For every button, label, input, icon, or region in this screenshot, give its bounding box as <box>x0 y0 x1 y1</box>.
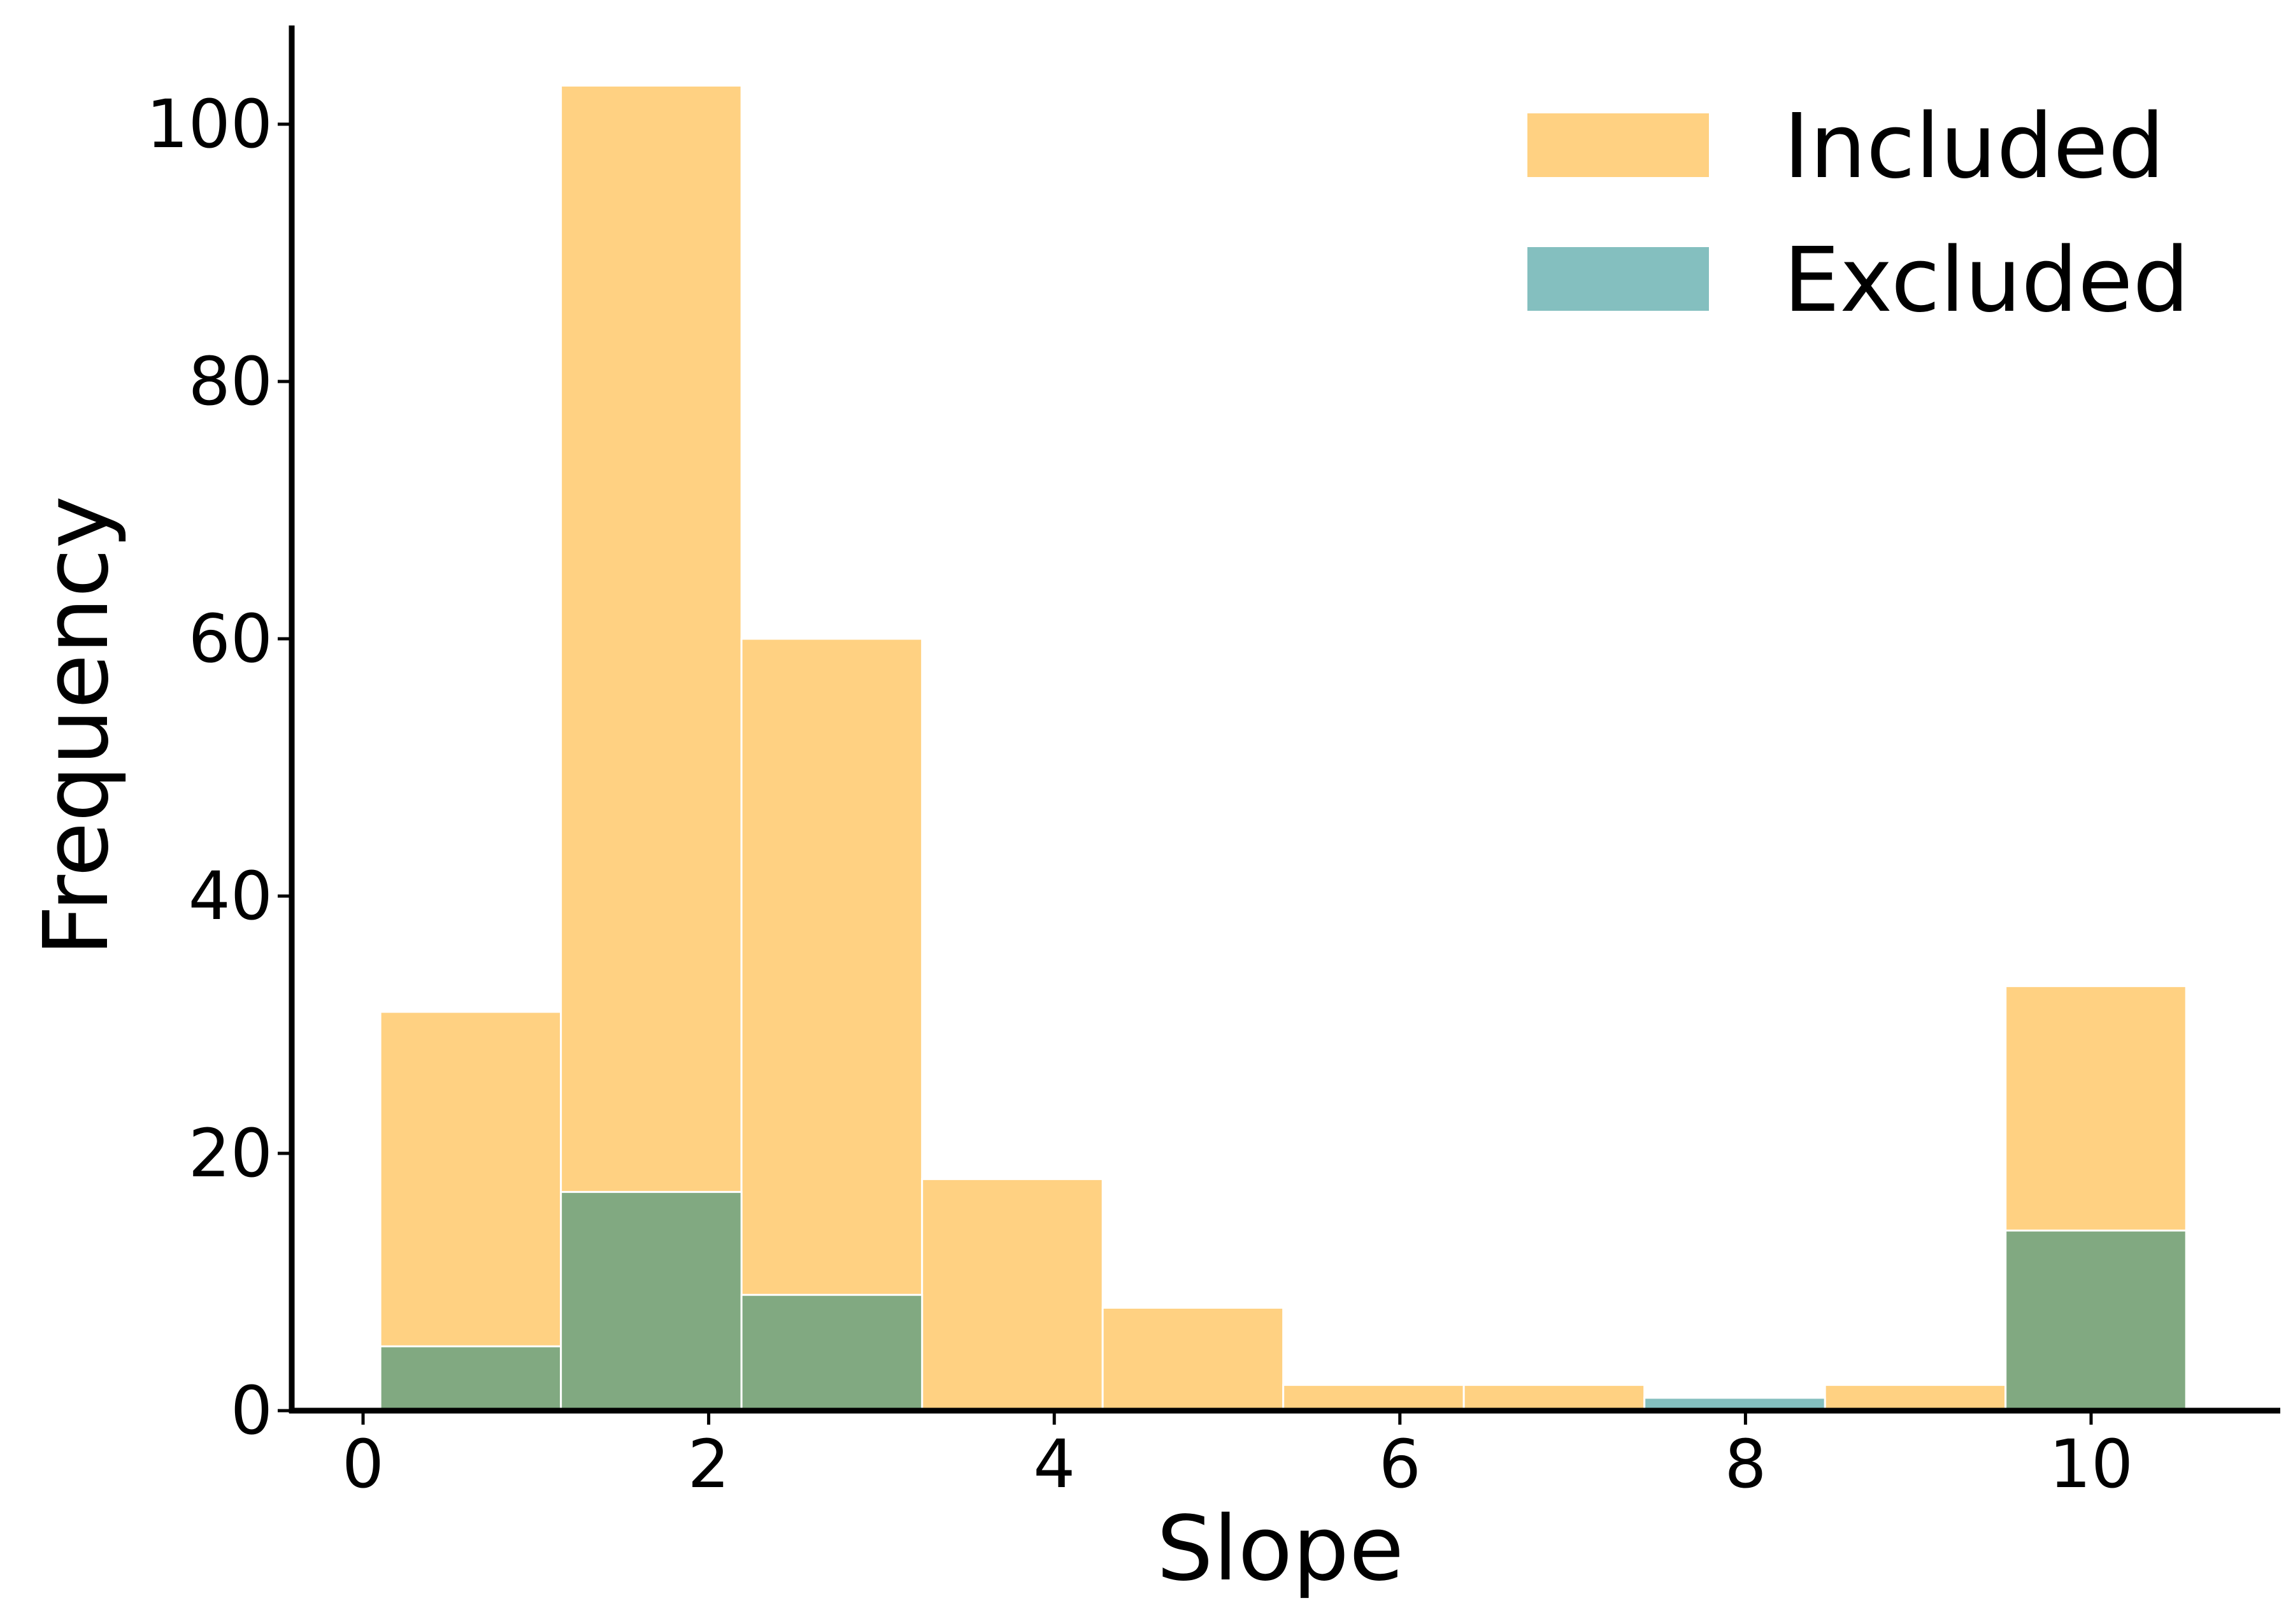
bar-included <box>1101 1306 1285 1412</box>
bar-included <box>379 1011 562 1412</box>
bar-included <box>921 1178 1104 1412</box>
bar-excluded <box>740 1293 924 1412</box>
y-tick-label: 100 <box>146 85 273 163</box>
x-tick-label: 0 <box>342 1425 384 1503</box>
y-axis-label: Frequency <box>25 495 129 956</box>
x-tick-label: 6 <box>1379 1425 1421 1503</box>
x-tick-label: 4 <box>1033 1425 1075 1503</box>
bar-included <box>1824 1384 2007 1412</box>
y-tick-label: 40 <box>189 857 273 935</box>
bar-excluded <box>2004 1229 2187 1412</box>
legend-swatch <box>1527 113 1709 177</box>
legend-swatch <box>1527 247 1709 311</box>
bar-excluded <box>560 1191 743 1412</box>
x-axis-label: Slope <box>1157 1497 1404 1601</box>
legend: Included Excluded <box>1527 95 2189 332</box>
legend-label: Included <box>1783 95 2165 199</box>
x-tick-label: 8 <box>1724 1425 1766 1503</box>
bar-included <box>740 637 924 1412</box>
y-tick-label: 80 <box>189 343 273 420</box>
x-tick-label: 10 <box>2049 1425 2133 1503</box>
legend-label: Excluded <box>1783 229 2189 332</box>
bars-layer <box>379 84 2187 1412</box>
x-tick-label: 2 <box>688 1425 730 1503</box>
bar-excluded <box>379 1345 562 1412</box>
y-tick-label: 0 <box>231 1372 273 1449</box>
y-tick-label: 60 <box>189 600 273 678</box>
y-tick-label: 20 <box>189 1115 273 1192</box>
bar-included <box>560 84 743 1412</box>
bar-included <box>1462 1384 1646 1412</box>
axes-layer <box>289 25 2280 1414</box>
bar-included <box>1282 1384 1465 1412</box>
